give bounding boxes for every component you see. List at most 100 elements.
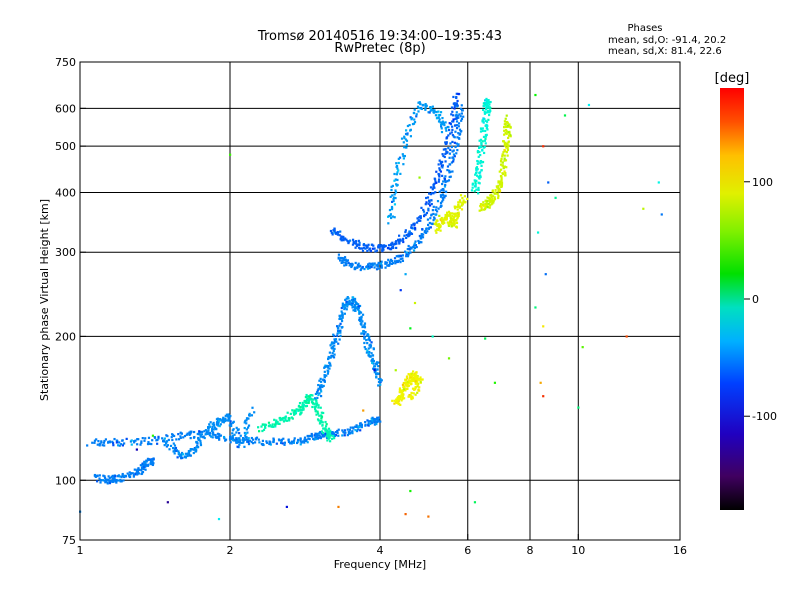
echo-point — [351, 296, 355, 299]
echo-point — [108, 479, 111, 482]
echo-point — [448, 171, 451, 174]
echo-point — [113, 477, 116, 480]
echo-point — [452, 149, 455, 152]
echo-point — [455, 111, 458, 114]
echo-point — [399, 403, 402, 407]
echo-point — [457, 205, 460, 208]
echo-point — [91, 441, 94, 444]
echo-point — [314, 432, 317, 435]
echo-point — [341, 434, 344, 437]
echo-point — [127, 474, 131, 477]
echo-point — [451, 170, 454, 173]
echo-point — [488, 197, 492, 200]
echo-point — [294, 410, 298, 413]
echo-point — [316, 389, 319, 392]
echo-point — [317, 393, 320, 397]
echo-point — [456, 214, 459, 217]
echo-point — [394, 191, 398, 194]
echo-point — [314, 392, 317, 396]
echo-point — [420, 107, 424, 111]
echo-point — [381, 246, 384, 250]
echo-point — [399, 289, 402, 292]
echo-point — [509, 133, 512, 137]
echo-point — [323, 374, 326, 377]
echo-point — [366, 267, 370, 270]
echo-point — [476, 159, 479, 163]
echo-point — [459, 130, 462, 133]
echo-point — [180, 432, 183, 435]
echo-point — [482, 203, 485, 206]
echo-point — [170, 436, 173, 439]
echo-point — [372, 362, 375, 365]
echo-point — [418, 176, 421, 179]
echo-point — [482, 108, 485, 112]
echo-point — [332, 434, 335, 438]
echo-point — [137, 472, 140, 475]
echo-point — [486, 203, 489, 206]
echo-point — [396, 401, 399, 405]
echo-point — [377, 416, 380, 419]
echo-point — [501, 153, 504, 156]
echo-point — [403, 136, 406, 140]
echo-point — [442, 154, 445, 158]
echo-point — [534, 93, 537, 97]
echo-point — [642, 207, 645, 210]
echo-point — [474, 171, 478, 175]
echo-point — [407, 253, 410, 257]
echo-point — [377, 361, 380, 364]
echo-point — [456, 149, 459, 152]
echo-point — [423, 231, 426, 234]
echo-point — [452, 118, 455, 121]
echo-point — [319, 384, 322, 387]
echo-point — [441, 164, 444, 167]
echo-point — [417, 239, 420, 243]
echo-point — [478, 171, 482, 174]
echo-point — [341, 238, 344, 241]
echo-point — [174, 446, 178, 450]
echo-point — [299, 437, 302, 440]
echo-point — [420, 232, 423, 236]
echo-point — [479, 204, 482, 208]
echo-point — [218, 425, 221, 428]
echo-point — [228, 437, 232, 441]
echo-point — [448, 122, 451, 125]
echo-point — [490, 193, 493, 196]
echo-point — [455, 127, 459, 130]
echo-point — [300, 441, 303, 444]
echo-point — [438, 118, 441, 121]
echo-point — [477, 160, 480, 163]
echo-point — [348, 264, 351, 267]
echo-point — [393, 402, 396, 405]
echo-point — [405, 253, 408, 256]
echo-point — [218, 433, 221, 436]
echo-point — [290, 440, 294, 443]
echo-point — [320, 420, 323, 423]
echo-point — [166, 434, 169, 438]
echo-point — [323, 365, 327, 368]
echo-point — [444, 147, 447, 151]
echo-point — [419, 237, 422, 240]
echo-point — [430, 199, 433, 202]
echo-point — [314, 437, 317, 441]
echo-point — [104, 481, 107, 484]
echo-point — [361, 332, 364, 335]
echo-point — [349, 426, 352, 429]
echo-point — [320, 417, 323, 420]
echo-point — [373, 365, 377, 368]
echo-point — [140, 472, 144, 475]
echo-point — [429, 186, 433, 189]
echo-point — [337, 434, 340, 437]
echo-point — [235, 438, 238, 441]
echo-point — [334, 430, 338, 434]
echo-point — [338, 338, 341, 341]
echo-point — [435, 206, 438, 209]
echo-point — [319, 406, 322, 409]
echo-point — [229, 420, 232, 423]
echo-point — [327, 435, 330, 438]
echo-point — [357, 305, 360, 308]
echo-point — [346, 296, 349, 299]
echo-point — [143, 439, 146, 442]
echo-point — [434, 213, 437, 216]
echo-point — [180, 457, 183, 460]
echo-point — [239, 434, 242, 437]
